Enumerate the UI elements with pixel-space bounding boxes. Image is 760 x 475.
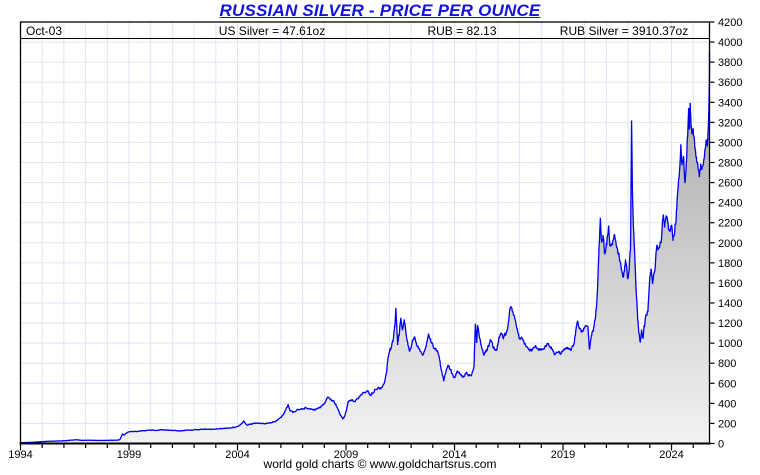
axes xyxy=(19,21,715,451)
y-tick-label: 1600 xyxy=(718,278,742,290)
price-area xyxy=(20,51,710,444)
y-tick-label: 2800 xyxy=(718,158,742,170)
header-rub-silver-value: RUB Silver = 3910.37oz xyxy=(559,23,689,38)
x-tick-label: 2024 xyxy=(659,449,683,461)
y-tick-label: 1200 xyxy=(718,318,742,330)
y-tick-label: 3600 xyxy=(718,77,742,89)
y-tick-label: 3400 xyxy=(718,97,742,109)
y-tick-label: 200 xyxy=(718,418,736,430)
y-tick-label: 400 xyxy=(718,398,736,410)
y-tick-label: 2000 xyxy=(718,238,742,250)
chart-title: RUSSIAN SILVER - PRICE PER OUNCE xyxy=(219,1,541,20)
y-tick-label: 1000 xyxy=(718,338,742,350)
x-tick-label: 2014 xyxy=(442,449,466,461)
y-tick-label: 3000 xyxy=(718,137,742,149)
y-tick-label: 1800 xyxy=(718,258,742,270)
y-tick-label: 3800 xyxy=(718,57,742,69)
y-tick-label: 4000 xyxy=(718,37,742,49)
y-tick-label: 800 xyxy=(718,358,736,370)
y-tick-label: 2400 xyxy=(718,198,742,210)
y-tick-label: 600 xyxy=(718,378,736,390)
header-date-label: Oct-03 xyxy=(26,23,63,38)
x-tick-label: 1994 xyxy=(8,449,32,461)
axis-labels: 1994 1999 2004 2009 2014 2019 2024 0 200 400 600 80… xyxy=(8,17,742,461)
y-tick-label: 3200 xyxy=(718,117,742,129)
y-tick-label: 4200 xyxy=(718,17,742,29)
y-tick-label: 2200 xyxy=(718,218,742,230)
header-us-silver-value: US Silver = 47.61oz xyxy=(218,23,326,38)
x-tick-label: 2004 xyxy=(225,449,249,461)
header-rub-rate-value: RUB = 82.13 xyxy=(427,23,497,38)
y-tick-label: 1400 xyxy=(718,298,742,310)
y-tick-label: 0 xyxy=(718,439,724,451)
chart-footer-credit: world gold charts © www.goldchartsrus.co… xyxy=(263,457,497,471)
x-tick-label: 2019 xyxy=(551,449,575,461)
y-tick-label: 2600 xyxy=(718,178,742,190)
x-tick-label: 2009 xyxy=(334,449,358,461)
price-line xyxy=(19,51,711,444)
x-tick-label: 1999 xyxy=(117,449,141,461)
